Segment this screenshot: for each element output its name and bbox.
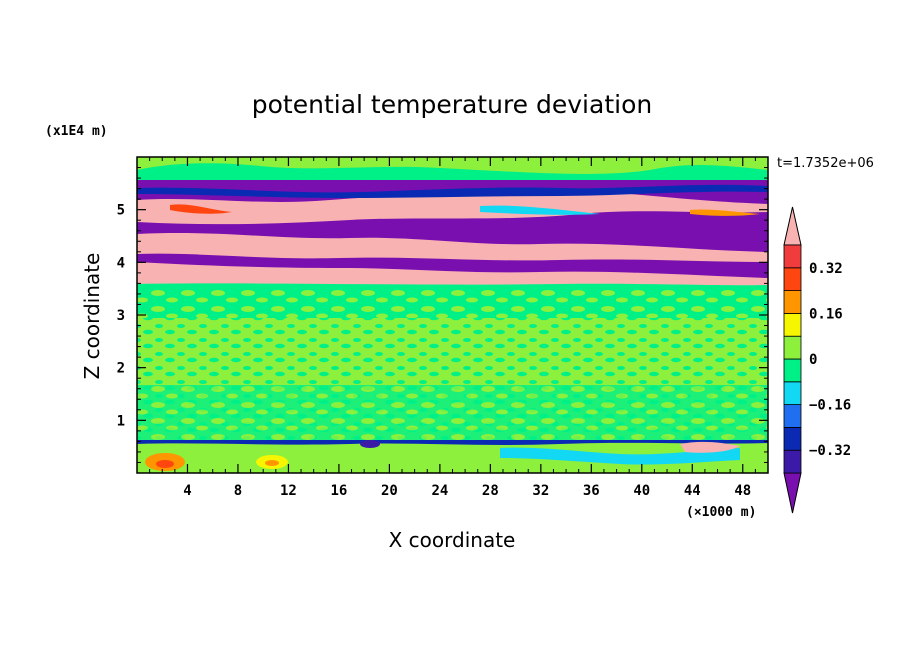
field-pink-band-2 (137, 233, 768, 262)
x-axis: 4 8 12 16 20 24 28 32 36 40 44 48 (149, 157, 756, 499)
field-top-blob (137, 157, 768, 174)
chart-title: potential temperature deviation (252, 90, 652, 119)
x-tick-label: 36 (583, 483, 600, 499)
contour-field (137, 157, 768, 473)
colorbar-label: −0.32 (809, 443, 851, 459)
y-tick-label: 5 (117, 203, 125, 219)
colorbar: 0.32 0.16 0 −0.16 −0.32 (783, 206, 851, 514)
y-tick-label: 3 (117, 308, 125, 324)
field-orange-streak (690, 209, 760, 216)
x-axis-label: X coordinate (389, 528, 516, 552)
x-tick-label: 24 (431, 483, 448, 499)
colorbar-extend-max (783, 206, 802, 246)
field-bottom-warm-1-core (156, 460, 174, 468)
y-axis: 1 2 3 4 5 (117, 167, 768, 463)
y-tick-label: 2 (117, 361, 125, 377)
x-tick-label: 40 (633, 483, 650, 499)
field-green-streak (137, 283, 768, 290)
colorbar-label: −0.16 (809, 398, 851, 414)
x-tick-label: 48 (734, 483, 751, 499)
colorbar-swatch (783, 244, 802, 269)
field-bottom-warm-2-core (265, 460, 279, 466)
colorbar-swatch (783, 449, 802, 474)
x-axis-unit: (×1000 m) (686, 505, 756, 520)
y-axis-label: Z coordinate (80, 253, 104, 380)
colorbar-swatch (783, 381, 802, 405)
field-bottom-cyan (500, 447, 740, 465)
x-tick-label: 12 (280, 483, 297, 499)
field-bottom-pink (680, 441, 740, 453)
y-axis-unit: (x1E4 m) (45, 124, 108, 139)
colorbar-swatch (783, 267, 802, 291)
x-tick-label: 16 (330, 483, 347, 499)
x-tick-label: 44 (684, 483, 701, 499)
field-pink-band-1 (137, 190, 768, 225)
field-pink-band-3 (137, 262, 768, 288)
field-mid-upper (137, 288, 768, 318)
colorbar-label: 0 (809, 352, 817, 368)
y-tick-label: 4 (117, 255, 125, 271)
colorbar-swatch (783, 426, 802, 451)
field-mid-lower (137, 385, 768, 440)
field-blue-streak-1 (137, 184, 768, 198)
colorbar-label: 0.32 (809, 261, 843, 277)
colorbar-label: 0.16 (809, 306, 843, 322)
colorbar-swatch (783, 404, 802, 428)
field-bottom-blue (137, 440, 768, 445)
x-tick-label: 20 (381, 483, 398, 499)
colorbar-swatch (783, 290, 802, 314)
x-tick-label: 8 (234, 483, 242, 499)
x-tick-label: 4 (183, 483, 191, 499)
x-tick-label: 28 (482, 483, 499, 499)
field-bottom-blob-3 (360, 440, 380, 448)
field-cyan-streak (480, 205, 600, 215)
field-red-streak (170, 204, 232, 214)
x-tick-label: 32 (532, 483, 549, 499)
colorbar-swatch (783, 312, 802, 337)
colorbar-extend-min (783, 472, 802, 514)
time-label: t=1.7352e+06 (777, 156, 874, 171)
y-tick-label: 1 (117, 413, 125, 429)
colorbar-swatch (783, 335, 802, 360)
colorbar-swatch (783, 358, 802, 383)
